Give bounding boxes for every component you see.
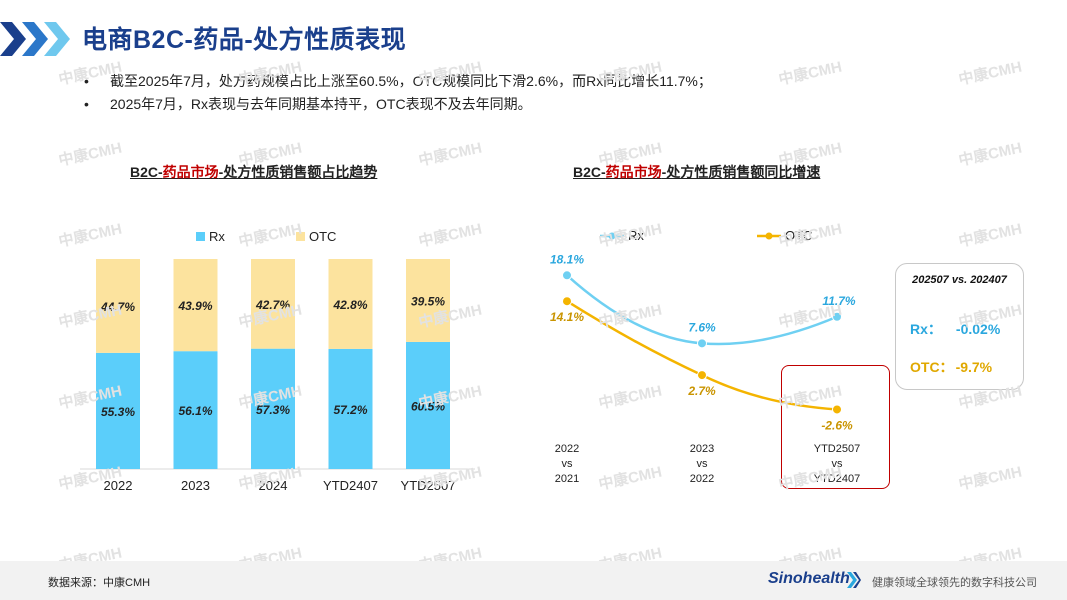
bullet-item: 2025年7月，Rx表现与去年同期基本持平，OTC表现不及去年同期。 (84, 93, 712, 116)
company-slogan: 健康领域全球领先的数字科技公司 (872, 577, 1037, 589)
bar-otc-YTD2407 (328, 259, 373, 349)
data-label-otc: 39.5% (411, 294, 445, 308)
page-title: 电商B2C-药品-处方性质表现 (82, 26, 407, 54)
data-label-otc: 14.1% (550, 310, 584, 324)
data-label-otc: 43.9% (177, 299, 212, 313)
x-tick-label: 2021 (555, 473, 579, 485)
highlight-box (781, 365, 890, 489)
data-label-rx: 60.5% (411, 399, 445, 413)
watermark-text: 中康CMH (957, 139, 1024, 170)
comparison-rx: Rx： -0.02% (910, 321, 1001, 337)
legend-swatch-rx (196, 232, 205, 241)
comparison-otc: OTC： -9.7% (910, 359, 993, 375)
bullet-item: 截至2025年7月，处方药规模占比上涨至60.5%，OTC规模同比下滑2.6%，… (84, 70, 712, 93)
x-tick-label: YTD2507 (814, 443, 860, 455)
right-chart-title: B2C-药品市场-处方性质销售额同比增速 (573, 164, 821, 180)
x-tick-label: vs (562, 458, 574, 470)
data-point-rx (832, 311, 842, 322)
watermark-text: 中康CMH (957, 463, 1024, 494)
x-tick-label: 2024 (259, 478, 288, 493)
watermark-text: 中康CMH (417, 139, 484, 170)
header-chevron-light (44, 22, 70, 56)
header-chevron-dark (0, 22, 26, 56)
data-label-rx: 57.3% (256, 403, 290, 417)
data-label-rx: 56.1% (178, 404, 212, 418)
watermark-text: 中康CMH (957, 220, 1024, 251)
data-label-otc: -2.6% (821, 418, 853, 432)
data-label-rx: 57.2% (333, 403, 367, 417)
data-label-otc: 42.8% (332, 298, 367, 312)
comparison-box: 202507 vs. 202407 Rx： -0.02% OTC： -9.7% (895, 263, 1024, 390)
bar-otc-YTD2507 (406, 259, 450, 342)
header-chevron-mid (22, 22, 48, 56)
data-point-rx (562, 270, 572, 281)
watermark-text: 中康CMH (57, 139, 124, 170)
data-label-otc: 42.7% (255, 298, 290, 312)
data-point-otc (697, 370, 707, 381)
legend-label-otc: OTC (785, 228, 812, 243)
bar-otc-2024 (251, 259, 295, 349)
watermark-text: 中康CMH (957, 58, 1024, 89)
x-tick-label: 2023 (690, 443, 714, 455)
sinohealth-logo: Sinohealth (768, 570, 850, 587)
legend-swatch-otc (296, 232, 305, 241)
legend-label-rx: Rx (209, 229, 225, 244)
x-tick-label: vs (832, 458, 844, 470)
watermark-text: 中康CMH (777, 58, 844, 89)
x-tick-label: YTD2507 (401, 478, 456, 493)
legend-marker-rx (608, 232, 616, 240)
x-tick-label: 2023 (181, 478, 210, 493)
data-label-rx: 18.1% (550, 252, 584, 266)
stacked-bar-chart: Rx OTC 55.3% 44.7% 2022 56.1% 43.9% 2023 57.3% 42… (80, 229, 475, 493)
data-point-otc (832, 404, 842, 415)
x-tick-label: YTD2407 (814, 473, 860, 485)
data-label-rx: 55.3% (101, 405, 135, 419)
summary-bullets: 截至2025年7月，处方药规模占比上涨至60.5%，OTC规模同比下滑2.6%，… (84, 70, 712, 116)
data-label-otc: 2.7% (687, 384, 716, 398)
comparison-caption: 202507 vs. 202407 (912, 274, 1007, 286)
data-point-otc (562, 296, 572, 307)
data-label-rx: 7.6% (688, 320, 716, 334)
bar-rx-2024 (251, 348, 295, 469)
bar-rx-YTD2507 (406, 341, 450, 469)
data-label-otc: 44.7% (100, 300, 135, 314)
x-tick-label: YTD2407 (323, 478, 378, 493)
bar-rx-2022 (96, 352, 140, 469)
data-source: 数据来源：中康CMH (48, 577, 151, 589)
x-tick-label: 2022 (555, 443, 579, 455)
data-label-rx: 11.7% (822, 294, 855, 308)
footer: 数据来源：中康CMH Sinohealth 健康领域全球领先的数字科技公司 (0, 561, 1067, 600)
bar-rx-2023 (173, 351, 218, 469)
growth-line-chart: Rx OTC 18.1% 7.6% 11.7% 14.1% 2.7% -2.6% 2022 vs 2… (550, 228, 860, 485)
bar-rx-YTD2407 (328, 348, 373, 469)
data-point-rx (697, 338, 707, 349)
left-chart-title: B2C-药品市场-处方性质销售额占比趋势 (130, 164, 378, 180)
bar-otc-2022 (96, 259, 140, 353)
legend-label-rx: Rx (628, 228, 644, 243)
legend-marker-otc (765, 232, 773, 240)
x-tick-label: 2022 (690, 473, 714, 485)
legend-label-otc: OTC (309, 229, 336, 244)
x-tick-label: 2022 (104, 478, 133, 493)
x-tick-label: vs (697, 458, 709, 470)
bar-otc-2023 (173, 259, 218, 352)
logo-mark-icon (847, 572, 861, 588)
